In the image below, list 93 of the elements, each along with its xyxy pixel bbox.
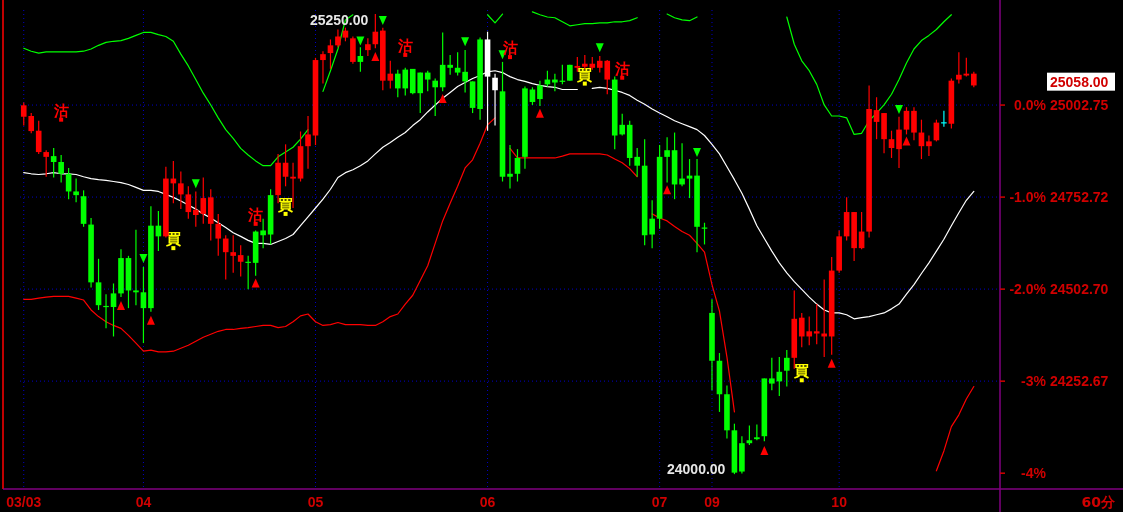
candlestick <box>813 303 820 345</box>
candlestick <box>649 199 655 249</box>
candlestick <box>454 51 461 77</box>
candlestick <box>73 177 79 203</box>
point <box>693 148 702 158</box>
y2-tick-label: 0.0% <box>1014 97 1047 114</box>
data-label: 買 <box>277 195 294 214</box>
candlestick <box>357 46 364 73</box>
candlestick <box>956 51 962 85</box>
data-label: 沽 <box>52 101 69 120</box>
data-label: 買 <box>164 230 181 249</box>
data-label: 沽 <box>501 39 518 58</box>
x-tick-label: 09 <box>704 494 720 510</box>
candlestick <box>783 349 790 388</box>
point <box>508 55 512 60</box>
data-label: 沽 <box>396 36 413 55</box>
candlestick <box>432 77 438 117</box>
x-tick-label: 06 <box>479 494 496 510</box>
candlestick <box>133 229 139 306</box>
point <box>663 185 672 195</box>
point <box>146 315 155 325</box>
candlestick <box>552 73 558 92</box>
candlestick <box>387 60 394 89</box>
candlestick <box>911 106 917 141</box>
point <box>139 254 148 264</box>
candlestick <box>327 38 334 70</box>
candlestick <box>365 37 371 57</box>
point <box>371 52 380 62</box>
candlestick <box>222 234 229 281</box>
candlestick <box>58 154 64 184</box>
candlestick <box>462 49 468 94</box>
data-label: 買 <box>793 362 810 381</box>
point <box>116 300 125 310</box>
point <box>378 15 387 25</box>
candlestick <box>903 106 910 135</box>
candlestick <box>140 266 147 344</box>
y-tick-label: 24502.70 <box>1050 281 1109 298</box>
candlestick <box>679 142 685 187</box>
candlestick <box>282 143 289 187</box>
candlestick <box>447 54 453 76</box>
candlestick <box>424 70 431 92</box>
y2-tick-label: -1.0% <box>1009 189 1047 206</box>
data-label: 買 <box>576 65 593 84</box>
candlestick <box>178 170 184 210</box>
point <box>535 108 544 118</box>
candlestick <box>926 134 932 157</box>
y-tick-label: 24752.72 <box>1050 189 1109 206</box>
candlestick <box>507 144 513 190</box>
point <box>760 445 769 455</box>
point <box>827 358 836 368</box>
annotation: 24000.00 <box>667 461 726 478</box>
candlestick <box>230 234 237 274</box>
candlestick <box>664 136 670 184</box>
y-tick-label: 25002.75 <box>1050 97 1109 114</box>
point <box>191 179 200 189</box>
candlestick <box>754 423 760 441</box>
x-axis-title: 60分 <box>1081 494 1116 510</box>
point <box>251 278 260 288</box>
x-tick-label: 03/03 <box>6 494 42 510</box>
candlestick <box>43 149 49 178</box>
text: 25058.00 <box>1050 73 1109 90</box>
candlestick <box>110 282 117 338</box>
x-tick-label: 10 <box>831 494 848 510</box>
candlestick <box>50 147 57 179</box>
candlestick <box>350 35 356 65</box>
candlestick <box>514 148 521 183</box>
x-tick-label: 05 <box>307 494 324 510</box>
y-tick-label: 24252.67 <box>1050 373 1109 390</box>
candlestick <box>237 244 244 278</box>
x-tick-label: 07 <box>651 494 668 510</box>
candlestick <box>888 130 895 159</box>
candlestick <box>35 120 42 155</box>
point <box>438 94 447 104</box>
candlestick <box>769 357 775 391</box>
point <box>461 37 470 47</box>
candlestick <box>320 50 326 85</box>
candlestick <box>215 213 222 257</box>
candlestick <box>492 73 498 127</box>
y2-tick-label: -3% <box>1021 373 1047 390</box>
y2-tick-label: -2.0% <box>1009 281 1047 298</box>
candlestick <box>95 258 102 311</box>
candlestick <box>963 57 970 78</box>
candlestick <box>185 185 192 220</box>
candlestick <box>873 96 880 140</box>
candlestick <box>305 115 311 170</box>
data-label: 沽 <box>247 205 264 224</box>
point <box>595 43 604 53</box>
y2-tick-label: -4% <box>1021 465 1047 482</box>
point <box>895 105 904 115</box>
data-label: 沽 <box>613 59 630 78</box>
point <box>902 136 911 146</box>
candlestick <box>537 80 543 107</box>
x-tick-label: 04 <box>135 494 152 510</box>
